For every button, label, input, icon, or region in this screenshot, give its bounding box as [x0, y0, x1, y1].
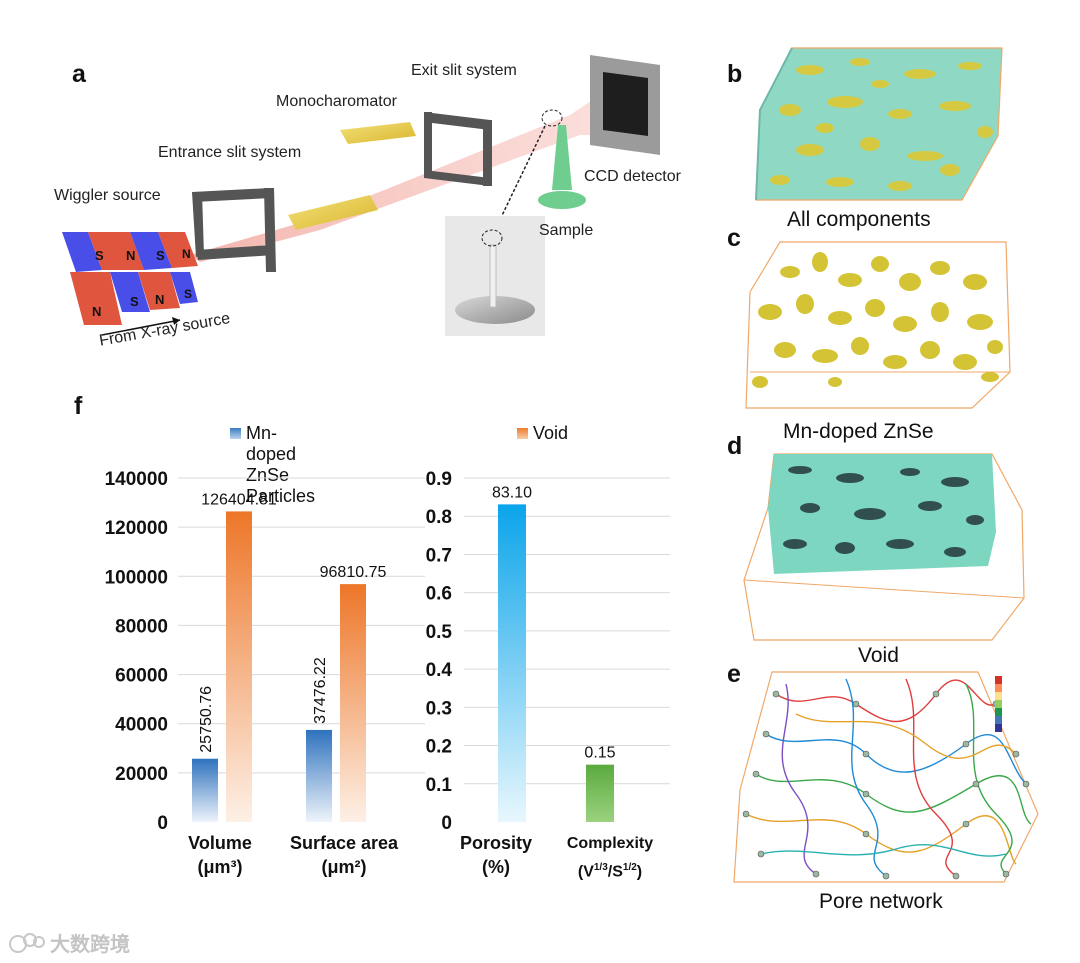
y-tick-label: 0.7 [426, 545, 452, 566]
chart-porosity-complexity: 0 0.1 0.2 0.3 0.4 0.5 0.6 0.7 0.8 0.9 83.10 0.15 [426, 469, 670, 830]
caption-mn-doped-znse: Mn-doped ZnSe [783, 420, 934, 443]
y-tick-label: 0.4 [426, 660, 453, 681]
magnet-pole-3: S [156, 248, 165, 263]
sample-holder [552, 125, 572, 190]
watermark-logo-icon [9, 932, 45, 953]
bar-void [226, 511, 252, 822]
chart-volume-surface: 020000400006000080000100000120000140000 … [105, 469, 425, 830]
panel-letter-e: e [727, 660, 741, 688]
y-tick-label: 40000 [115, 715, 168, 736]
y-tick-label: 20000 [115, 764, 168, 785]
y-tick-label: 80000 [115, 616, 168, 637]
legend-swatch-void [517, 428, 528, 439]
xlabel-volume-line2: (μm³) [197, 857, 243, 877]
magnet-pole-1: S [95, 248, 104, 263]
panel-letter-a: a [72, 60, 86, 88]
xray-direction-arrow [101, 319, 181, 336]
magnet-pole-5: N [92, 304, 101, 319]
zoom-link [495, 125, 546, 229]
bar-complexity [586, 764, 614, 822]
legend-label-void: Void [533, 423, 569, 443]
bar-porosity [498, 504, 526, 822]
y-tick-label: 0.8 [426, 507, 452, 528]
y-tick-label: 100000 [105, 567, 168, 588]
magnet-pole-2: N [126, 248, 135, 263]
magnet-pole-7: N [155, 292, 164, 307]
data-label: 83.10 [492, 484, 532, 501]
wiggler-magnets-bottom [70, 272, 198, 325]
x-ray-beam [190, 80, 630, 262]
legend-label-particles: Mn-doped ZnSe Particles [246, 423, 316, 506]
volume-all-components [755, 47, 1003, 201]
label-exit-slit: Exit slit system [411, 62, 517, 79]
legend-swatch-particles [230, 428, 241, 439]
beamline-schematic: S N S N N S N S [62, 55, 660, 336]
xlabel-volume: Volume (μm³) [170, 831, 270, 879]
data-label: 25750.76 [198, 686, 215, 753]
volume-mn-doped-znse [745, 241, 1011, 409]
bar-particles [192, 758, 218, 822]
xlabel-complexity: Complexity (V1/3/S1/2) [548, 832, 672, 884]
xlabel-surface-area: Surface area (μm²) [264, 831, 424, 879]
y-tick-label: 0.6 [426, 584, 452, 605]
y-tick-label: 0.9 [426, 469, 452, 490]
xlabel-porosity: Porosity (%) [446, 831, 546, 879]
colorbar-legend [995, 676, 1002, 732]
label-wiggler: Wiggler source [54, 187, 161, 204]
magnet-pole-8: S [184, 287, 192, 301]
xlabel-complexity-line2: (V1/3/S1/2) [577, 862, 643, 881]
xlabel-surface-line1: Surface area [289, 833, 399, 853]
y-tick-label: 60000 [115, 666, 168, 687]
label-monochromator: Monocharomator [276, 93, 397, 110]
watermark-text: 大数跨境 [50, 934, 130, 956]
xlabel-complexity-line1: Complexity [566, 835, 654, 852]
monochromator-crystal-upper [340, 122, 416, 144]
y-tick-label: 0.2 [426, 737, 452, 758]
volume-void [743, 453, 1025, 641]
y-tick-label: 0.3 [426, 698, 452, 719]
xlabel-porosity-line1: Porosity [459, 833, 533, 853]
label-sample: Sample [539, 222, 594, 239]
y-tick-label: 0 [157, 813, 168, 830]
panel-letter-c: c [727, 224, 741, 252]
panel-letter-b: b [727, 60, 743, 88]
data-label: 0.15 [584, 745, 615, 762]
panel-letter-f: f [74, 392, 83, 420]
xlabel-surface-line2: (μm²) [321, 857, 367, 877]
magnet-pole-6: S [130, 294, 139, 309]
panel-letter-d: d [727, 432, 743, 460]
bar-void [340, 584, 366, 822]
xlabel-volume-line1: Volume [188, 833, 252, 853]
xlabel-porosity-line2: (%) [482, 857, 510, 877]
wiggler-magnets-top [62, 232, 198, 272]
bar-particles [306, 729, 332, 822]
entrance-slit-frame [192, 188, 276, 272]
y-tick-label: 0 [441, 813, 452, 830]
volume-pore-network [733, 671, 1039, 883]
y-tick-label: 0.5 [426, 622, 453, 643]
y-tick-label: 140000 [105, 469, 168, 490]
y-tick-label: 0.1 [426, 775, 453, 796]
watermark: 大数跨境 [8, 928, 130, 957]
caption-void: Void [858, 644, 899, 667]
data-label: 126404.81 [201, 491, 277, 508]
label-ccd: CCD detector [584, 168, 681, 185]
data-label: 96810.75 [320, 564, 387, 581]
exit-slit-frame [424, 112, 492, 186]
label-entrance-slit: Entrance slit system [158, 144, 302, 161]
y-tick-label: 120000 [105, 518, 168, 539]
monochromator-crystal-lower [288, 195, 378, 230]
magnet-pole-4: N [182, 247, 191, 261]
data-label: 37476.22 [312, 657, 329, 724]
caption-pore-network: Pore network [819, 890, 943, 913]
caption-all-components: All components [787, 208, 931, 231]
